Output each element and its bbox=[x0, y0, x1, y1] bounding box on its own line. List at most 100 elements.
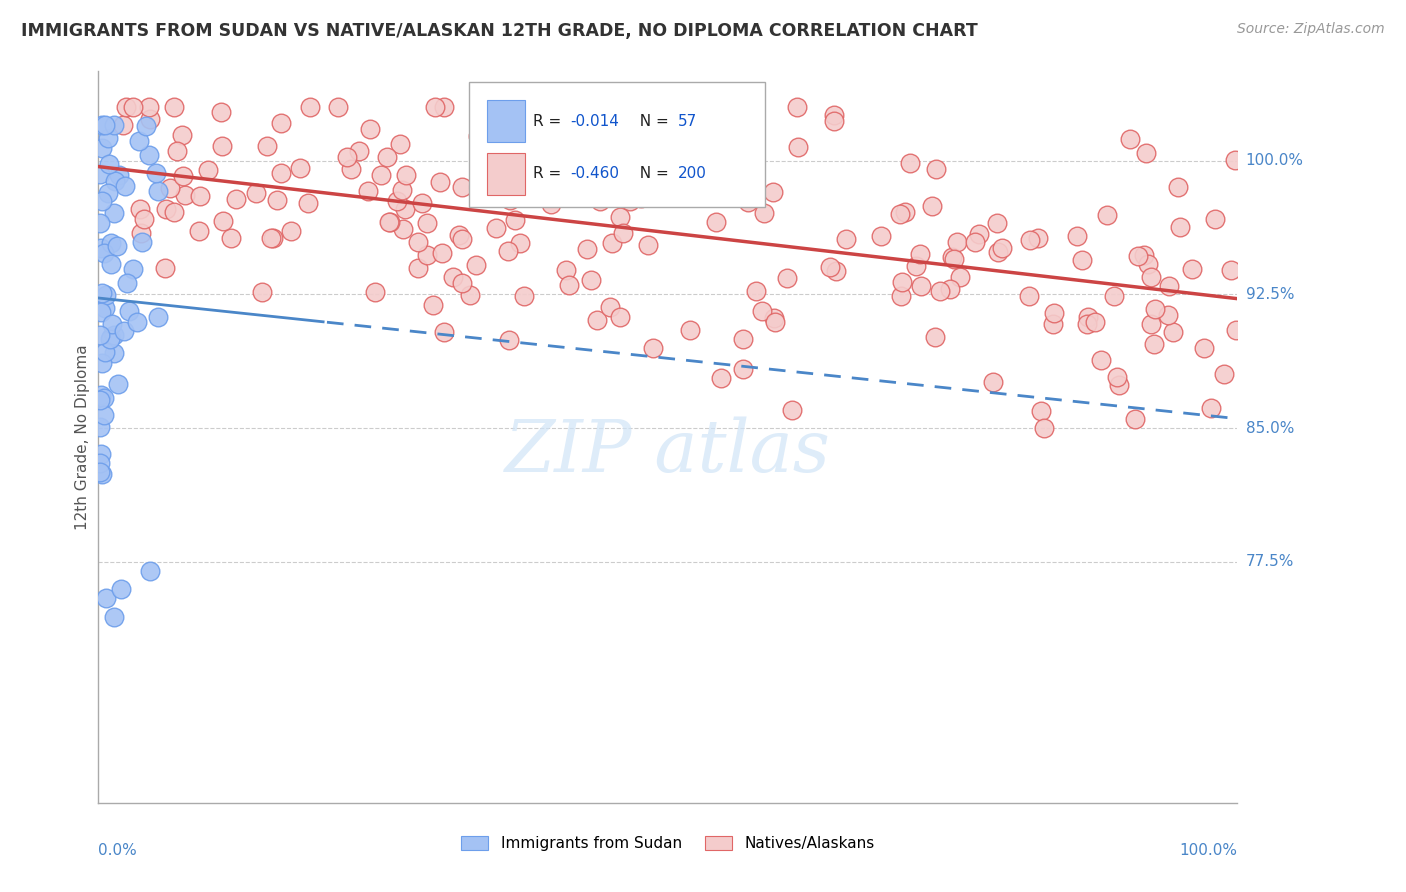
Point bbox=[891, 275, 914, 289]
Point bbox=[496, 244, 519, 258]
Text: 92.5%: 92.5% bbox=[1246, 287, 1294, 301]
Point bbox=[447, 227, 470, 242]
Point bbox=[90, 241, 112, 255]
Point bbox=[326, 100, 349, 114]
Point bbox=[90, 447, 112, 461]
Point bbox=[97, 131, 120, 145]
Point bbox=[641, 341, 664, 355]
Point bbox=[270, 166, 292, 180]
Text: ZIP atlas: ZIP atlas bbox=[505, 417, 831, 487]
Point bbox=[733, 332, 755, 346]
Point bbox=[91, 118, 114, 132]
Point bbox=[134, 211, 156, 226]
Point bbox=[540, 171, 562, 186]
Point bbox=[754, 205, 776, 219]
Point bbox=[118, 304, 141, 318]
Point bbox=[503, 213, 526, 227]
Point bbox=[89, 167, 111, 181]
Point bbox=[575, 181, 598, 195]
Point bbox=[451, 276, 474, 290]
Text: 0.0%: 0.0% bbox=[98, 843, 138, 858]
Point bbox=[451, 232, 474, 246]
Point bbox=[336, 150, 359, 164]
Text: -0.460: -0.460 bbox=[569, 166, 619, 181]
Point bbox=[90, 141, 112, 155]
Point bbox=[669, 166, 692, 180]
Text: IMMIGRANTS FROM SUDAN VS NATIVE/ALASKAN 12TH GRADE, NO DIPLOMA CORRELATION CHART: IMMIGRANTS FROM SUDAN VS NATIVE/ALASKAN … bbox=[21, 22, 977, 40]
Point bbox=[89, 456, 111, 470]
Point bbox=[172, 169, 194, 183]
Point bbox=[100, 236, 122, 251]
Point bbox=[174, 187, 197, 202]
Point bbox=[138, 148, 160, 162]
Point bbox=[924, 329, 946, 343]
Point bbox=[97, 186, 120, 200]
Point bbox=[166, 144, 188, 158]
Point bbox=[1181, 262, 1204, 277]
Point bbox=[356, 184, 378, 198]
Point bbox=[949, 270, 972, 285]
Point bbox=[188, 224, 211, 238]
Point bbox=[780, 403, 803, 417]
Legend: Immigrants from Sudan, Natives/Alaskans: Immigrants from Sudan, Natives/Alaskans bbox=[456, 830, 880, 857]
Point bbox=[415, 216, 437, 230]
Point bbox=[898, 156, 921, 170]
Point bbox=[280, 224, 302, 238]
Text: 85.0%: 85.0% bbox=[1246, 421, 1294, 435]
Point bbox=[89, 393, 111, 408]
Point bbox=[533, 149, 555, 163]
Point bbox=[112, 324, 135, 338]
Point bbox=[423, 100, 446, 114]
Point bbox=[90, 467, 112, 481]
Point bbox=[122, 100, 145, 114]
Point bbox=[472, 140, 495, 154]
Point bbox=[96, 288, 118, 302]
Point bbox=[745, 284, 768, 298]
Point bbox=[889, 207, 911, 221]
Point bbox=[609, 211, 631, 225]
Point bbox=[479, 149, 502, 163]
Point bbox=[211, 139, 233, 153]
Point bbox=[1201, 401, 1223, 415]
Point bbox=[762, 186, 785, 200]
Point bbox=[139, 564, 162, 578]
Point bbox=[1136, 257, 1159, 271]
Point bbox=[433, 100, 456, 114]
Point bbox=[1126, 249, 1149, 263]
Point bbox=[710, 371, 733, 385]
Point bbox=[692, 158, 714, 172]
Point bbox=[498, 333, 520, 347]
Text: N =: N = bbox=[630, 113, 673, 128]
Point bbox=[103, 610, 125, 624]
Point bbox=[731, 361, 754, 376]
Point bbox=[155, 202, 177, 216]
Point bbox=[225, 192, 247, 206]
Point bbox=[121, 261, 143, 276]
Point bbox=[89, 216, 111, 230]
Point bbox=[1070, 253, 1092, 268]
Point bbox=[589, 194, 612, 208]
Point bbox=[1212, 367, 1234, 381]
Point bbox=[540, 196, 562, 211]
Text: 57: 57 bbox=[678, 113, 697, 128]
Point bbox=[704, 215, 727, 229]
Point bbox=[762, 310, 785, 325]
Point bbox=[1084, 315, 1107, 329]
Point bbox=[1018, 289, 1040, 303]
Text: 77.5%: 77.5% bbox=[1246, 555, 1294, 569]
Point bbox=[823, 113, 845, 128]
Point bbox=[298, 100, 321, 114]
Point bbox=[90, 388, 112, 402]
Point bbox=[364, 285, 387, 299]
Point bbox=[416, 248, 439, 262]
Point bbox=[1033, 421, 1056, 435]
Point bbox=[450, 179, 472, 194]
Point bbox=[1090, 353, 1112, 368]
Point bbox=[212, 214, 235, 228]
Point bbox=[925, 162, 948, 177]
Point bbox=[1143, 337, 1166, 351]
Point bbox=[1163, 325, 1185, 339]
Point bbox=[115, 100, 138, 114]
Point bbox=[377, 214, 399, 228]
Point bbox=[1157, 308, 1180, 322]
